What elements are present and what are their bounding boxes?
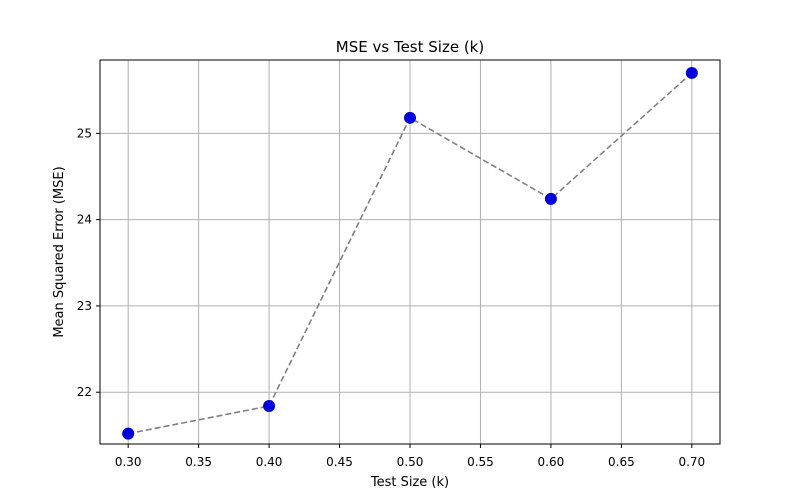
x-tick-label: 0.40 (256, 455, 283, 469)
data-point (263, 400, 276, 413)
x-tick-label: 0.35 (185, 455, 212, 469)
x-tick-label: 0.65 (608, 455, 635, 469)
y-tick-label: 23 (77, 299, 92, 313)
data-point (122, 427, 135, 440)
data-point (544, 192, 557, 205)
y-axis-label: Mean Squared Error (MSE) (52, 166, 67, 337)
x-tick-label: 0.45 (326, 455, 353, 469)
x-tick-label: 0.60 (538, 455, 565, 469)
chart-title: MSE vs Test Size (k) (336, 38, 484, 56)
data-point (404, 111, 416, 124)
y-tick-label: 24 (77, 213, 92, 227)
y-tick-label: 22 (77, 385, 92, 399)
x-tick-label: 0.70 (678, 455, 705, 469)
data-point (685, 66, 698, 79)
y-tick-label: 25 (77, 126, 92, 140)
x-tick-label: 0.55 (467, 455, 494, 469)
series-layer (122, 66, 698, 440)
x-axis-label: Test Size (k) (370, 475, 449, 490)
x-tick-label: 0.30 (115, 455, 142, 469)
x-tick-label: 0.50 (397, 455, 424, 469)
ticks: 0.30 0.35 0.40 0.45 0.50 0.55 0.60 0.65 0.70 22 23… (77, 126, 705, 469)
grid (100, 60, 720, 444)
